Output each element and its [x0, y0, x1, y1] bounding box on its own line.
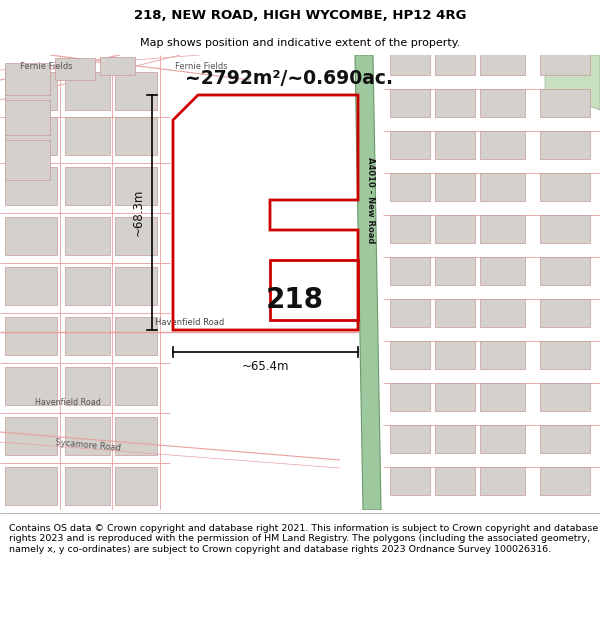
Bar — [390, 89, 430, 117]
Bar — [540, 131, 590, 159]
Bar — [5, 117, 57, 155]
Bar — [540, 173, 590, 201]
Bar — [390, 47, 430, 75]
Text: Havenfield Road: Havenfield Road — [35, 398, 101, 407]
Bar — [480, 383, 525, 411]
Bar — [540, 299, 590, 327]
Bar — [480, 47, 525, 75]
Bar — [435, 299, 475, 327]
Bar — [5, 317, 57, 355]
Bar — [390, 383, 430, 411]
Bar — [480, 89, 525, 117]
Bar — [480, 215, 525, 243]
Bar — [435, 257, 475, 285]
Bar — [540, 215, 590, 243]
Text: 218: 218 — [266, 286, 324, 314]
Bar — [390, 257, 430, 285]
Bar — [5, 167, 57, 205]
Bar — [65, 117, 110, 155]
Bar — [435, 89, 475, 117]
Bar — [65, 267, 110, 305]
Bar — [390, 215, 430, 243]
Bar — [390, 467, 430, 495]
Bar — [435, 341, 475, 369]
Bar — [115, 417, 157, 455]
Bar — [435, 173, 475, 201]
Text: Fernie Fields: Fernie Fields — [175, 62, 227, 71]
Text: Map shows position and indicative extent of the property.: Map shows position and indicative extent… — [140, 38, 460, 48]
Bar — [390, 341, 430, 369]
Bar — [390, 425, 430, 453]
Bar — [390, 131, 430, 159]
Polygon shape — [355, 55, 381, 510]
Bar — [480, 173, 525, 201]
Bar — [115, 117, 157, 155]
Bar — [5, 217, 57, 255]
Bar — [55, 58, 95, 80]
Bar — [540, 467, 590, 495]
Bar — [390, 173, 430, 201]
Bar — [480, 131, 525, 159]
Bar — [65, 467, 110, 505]
Bar — [100, 57, 135, 75]
Bar — [115, 317, 157, 355]
Bar — [480, 257, 525, 285]
Bar — [435, 383, 475, 411]
Bar — [540, 341, 590, 369]
Bar — [5, 140, 50, 180]
Bar — [435, 467, 475, 495]
Text: ~68.3m: ~68.3m — [132, 189, 145, 236]
Bar — [65, 417, 110, 455]
Bar — [5, 72, 57, 110]
Bar — [540, 425, 590, 453]
Bar — [480, 425, 525, 453]
Text: Sycamore Road: Sycamore Road — [55, 438, 121, 452]
Bar — [540, 89, 590, 117]
Bar — [480, 341, 525, 369]
Bar — [65, 167, 110, 205]
Bar — [5, 417, 57, 455]
Bar — [115, 467, 157, 505]
Text: Contains OS data © Crown copyright and database right 2021. This information is : Contains OS data © Crown copyright and d… — [9, 524, 598, 554]
Bar — [5, 267, 57, 305]
Polygon shape — [545, 55, 600, 110]
Text: 218, NEW ROAD, HIGH WYCOMBE, HP12 4RG: 218, NEW ROAD, HIGH WYCOMBE, HP12 4RG — [134, 9, 466, 22]
Bar — [435, 215, 475, 243]
Bar — [480, 299, 525, 327]
Bar — [115, 267, 157, 305]
Text: A4010 - New Road: A4010 - New Road — [365, 157, 374, 243]
Bar — [115, 367, 157, 405]
Text: ~65.4m: ~65.4m — [242, 360, 289, 373]
Bar — [65, 72, 110, 110]
Bar — [115, 217, 157, 255]
Text: Havenfield Road: Havenfield Road — [155, 318, 224, 327]
Bar — [5, 467, 57, 505]
Bar — [65, 217, 110, 255]
Bar — [65, 367, 110, 405]
Bar — [115, 72, 157, 110]
Bar — [480, 467, 525, 495]
Bar — [540, 383, 590, 411]
Bar — [435, 425, 475, 453]
Text: ~2792m²/~0.690ac.: ~2792m²/~0.690ac. — [185, 69, 393, 88]
Bar — [5, 63, 50, 95]
Bar — [390, 299, 430, 327]
Bar — [5, 367, 57, 405]
Bar — [5, 100, 50, 135]
Text: Fernie Fields: Fernie Fields — [20, 62, 73, 71]
Bar — [115, 167, 157, 205]
Bar — [540, 257, 590, 285]
Bar — [540, 47, 590, 75]
Bar — [435, 131, 475, 159]
Bar — [435, 47, 475, 75]
Bar — [65, 317, 110, 355]
